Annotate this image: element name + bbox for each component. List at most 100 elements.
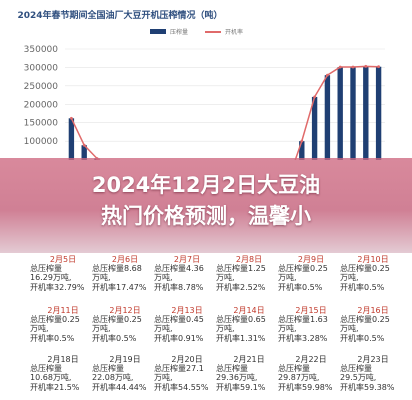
day-line-3: 开机率0.5%: [30, 333, 75, 343]
day-line-2: 29.87万吨,: [278, 373, 320, 383]
day-line-2: 万吨,: [216, 324, 235, 334]
legend-label-line: 开机率: [225, 29, 244, 36]
day-line-2: 万吨,: [340, 273, 359, 283]
day-date: 2月23日: [357, 355, 389, 364]
day-line-2: 10.68万吨,: [30, 373, 72, 383]
day-cell: 2月5日 总压榨量 16.29万吨, 开机率32.79%: [30, 255, 96, 292]
utilization-point: [351, 65, 355, 69]
day-line-3: 开机率0.91%: [154, 333, 204, 343]
day-date: 2月15日: [295, 306, 327, 315]
legend-label-bar: 压榨量: [170, 29, 189, 36]
day-date: 2月11日: [47, 306, 79, 315]
day-line-1: 总压榨量0.25: [340, 315, 390, 325]
press-volume-bar: [68, 118, 75, 160]
day-date: 2月5日: [49, 255, 77, 264]
bar-line-chart: 350000 300000 250000 200000 150000 100000: [24, 45, 385, 160]
utilization-point: [82, 143, 86, 147]
day-line-2: 万吨,: [278, 273, 297, 283]
press-volume-bar: [299, 141, 305, 160]
chart-legend: 压榨量 开机率: [150, 27, 280, 37]
day-date: 2月19日: [109, 355, 141, 364]
day-cell: 2月11日 总压榨量0.25 万吨, 开机率0.5%: [30, 306, 96, 343]
day-date: 2月9日: [297, 255, 325, 264]
day-cell: 2月14日 总压榨量0.65 万吨, 开机率1.31%: [216, 306, 282, 343]
day-line-2: 16.29万吨,: [30, 273, 72, 283]
day-line-2: 万吨,: [216, 273, 235, 283]
utilization-point: [364, 64, 368, 68]
day-line-3: 开机率8.78%: [154, 282, 204, 292]
day-date: 2月8日: [235, 255, 263, 264]
day-cell: 2月9日 总压榨量0.25 万吨, 开机率0.5%: [278, 255, 344, 292]
y-tick-label: 100000: [24, 137, 59, 147]
day-line-3: 开机率21.5%: [30, 382, 80, 392]
day-cell: 2月21日 总压榨量 29.36万吨, 开机率59.1%: [216, 355, 282, 392]
day-line-3: 开机率0.5%: [340, 333, 385, 343]
day-line-3: 开机率0.5%: [340, 282, 385, 292]
day-line-3: 开机率0.5%: [92, 333, 137, 343]
press-volume-bar: [324, 75, 331, 160]
day-date: 2月16日: [357, 306, 389, 315]
day-line-2: 29.36万吨,: [216, 373, 258, 383]
day-line-2: 万吨,: [30, 324, 49, 334]
day-cell: 2月19日 总压榨量 22.08万吨, 开机率44.44%: [92, 355, 158, 392]
day-date: 2月22日: [295, 355, 327, 364]
utilization-point: [70, 116, 73, 120]
legend-swatch-line: [205, 31, 221, 33]
y-tick-label: 250000: [24, 82, 59, 92]
day-cell: 2月6日 总压榨量8.68 万吨, 开机率17.47%: [92, 255, 158, 292]
headline-line-2: 热门价格预测，温馨小: [101, 204, 311, 228]
day-line-1: 总压榨量27.1: [154, 364, 204, 374]
day-line-3: 开机率32.79%: [30, 282, 85, 292]
day-line-3: 开机率54.55%: [154, 382, 209, 392]
day-date: 2月12日: [109, 306, 141, 315]
day-line-1: 总压榨量: [278, 364, 310, 374]
chart-title: 2024年春节期间全国油厂大豆开机压榨情况（吨）: [17, 11, 223, 21]
day-date: 2月13日: [171, 306, 203, 315]
day-line-2: 22.08万吨,: [92, 373, 134, 383]
day-line-3: 开机率2.52%: [216, 282, 266, 292]
day-cell: 2月8日 总压榨量1.25 万吨, 开机率2.52%: [216, 255, 282, 292]
day-line-2: 万吨,: [278, 324, 297, 334]
day-cell: 2月7日 总压榨量4.36 万吨, 开机率8.78%: [154, 255, 220, 292]
day-cell: 2月18日 总压榨量 10.68万吨, 开机率21.5%: [30, 355, 96, 392]
day-line-2: 万吨,: [154, 373, 173, 383]
headline-text: 2024年12月2日大豆油 热门价格预测，温馨小: [0, 170, 412, 232]
day-line-1: 总压榨量0.45: [154, 315, 204, 325]
day-date: 2月18日: [47, 355, 79, 364]
y-tick-label: 150000: [24, 119, 59, 129]
y-tick-label: 200000: [24, 100, 59, 110]
day-line-3: 开机率59.98%: [278, 382, 333, 392]
day-line-1: 总压榨量0.65: [216, 315, 266, 325]
day-date: 2月14日: [233, 306, 265, 315]
press-volume-bar: [350, 67, 356, 160]
day-line-1: 总压榨量0.25: [278, 264, 328, 274]
day-line-3: 开机率0.5%: [278, 282, 323, 292]
utilization-point: [313, 95, 316, 99]
day-line-3: 开机率1.31%: [216, 333, 266, 343]
utilization-point: [300, 139, 304, 143]
day-line-2: 29.5万吨,: [340, 373, 377, 383]
day-line-3: 开机率59.1%: [216, 382, 266, 392]
headline-line-1: 2024年12月2日大豆油: [91, 173, 321, 197]
press-volume-bar: [311, 96, 318, 160]
day-cell: 2月12日 总压榨量0.25 万吨, 开机率0.5%: [92, 306, 158, 343]
day-cell: 2月23日 总压榨量 29.5万吨, 开机率59.38%: [340, 355, 406, 392]
day-line-2: 万吨,: [92, 324, 111, 334]
day-line-2: 万吨,: [340, 324, 359, 334]
day-line-1: 总压榨量: [92, 364, 124, 374]
utilization-point: [377, 65, 380, 69]
day-cell: 2月15日 总压榨量1.63 万吨, 开机率3.28%: [278, 306, 344, 343]
day-line-1: 总压榨量0.25: [30, 315, 80, 325]
day-line-1: 总压榨量0.25: [340, 264, 390, 274]
day-line-1: 总压榨量1.63: [278, 315, 328, 325]
press-volume-bar: [363, 66, 369, 160]
day-cell: 2月10日 总压榨量0.25 万吨, 开机率0.5%: [340, 255, 406, 292]
y-tick-label: 350000: [24, 45, 59, 55]
day-line-3: 开机率17.47%: [92, 282, 147, 292]
day-date: 2月7日: [173, 255, 201, 264]
day-date: 2月20日: [171, 355, 203, 364]
day-line-1: 总压榨量: [30, 264, 62, 274]
day-line-2: 万吨,: [92, 273, 111, 283]
day-cell: 2月22日 总压榨量 29.87万吨, 开机率59.98%: [278, 355, 344, 392]
